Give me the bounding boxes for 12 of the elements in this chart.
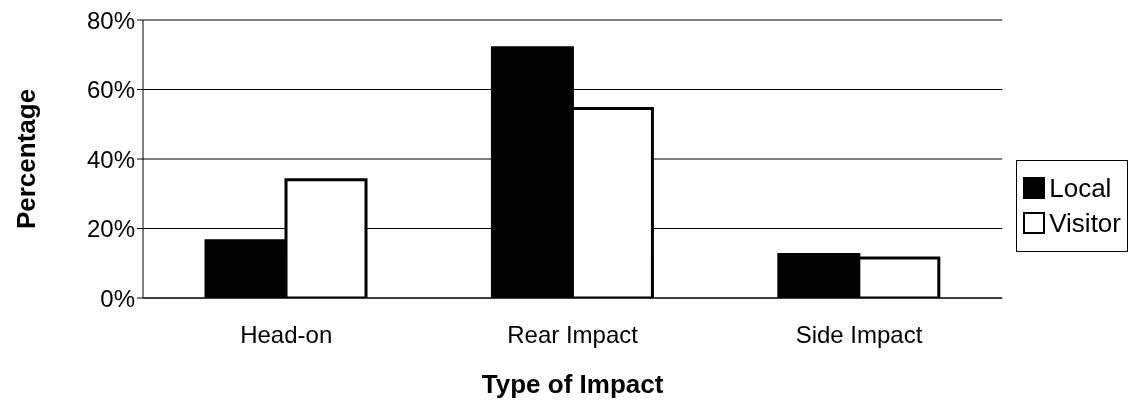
x-tick-label: Head-on xyxy=(240,321,333,349)
x-tick-label: Rear Impact xyxy=(507,321,639,349)
y-tick-label: 40% xyxy=(86,145,135,173)
y-axis-title: Percentage xyxy=(11,88,42,230)
legend-label: Local xyxy=(1049,172,1112,204)
legend-label: Visitor xyxy=(1049,207,1121,239)
y-tick-label: 80% xyxy=(86,6,135,34)
x-axis-title: Type of Impact xyxy=(481,369,664,399)
x-tick-label: Side Impact xyxy=(795,321,923,349)
y-tick-label: 60% xyxy=(86,76,135,104)
y-tick-label: 0% xyxy=(100,284,135,312)
y-tick-label: 20% xyxy=(86,215,135,243)
